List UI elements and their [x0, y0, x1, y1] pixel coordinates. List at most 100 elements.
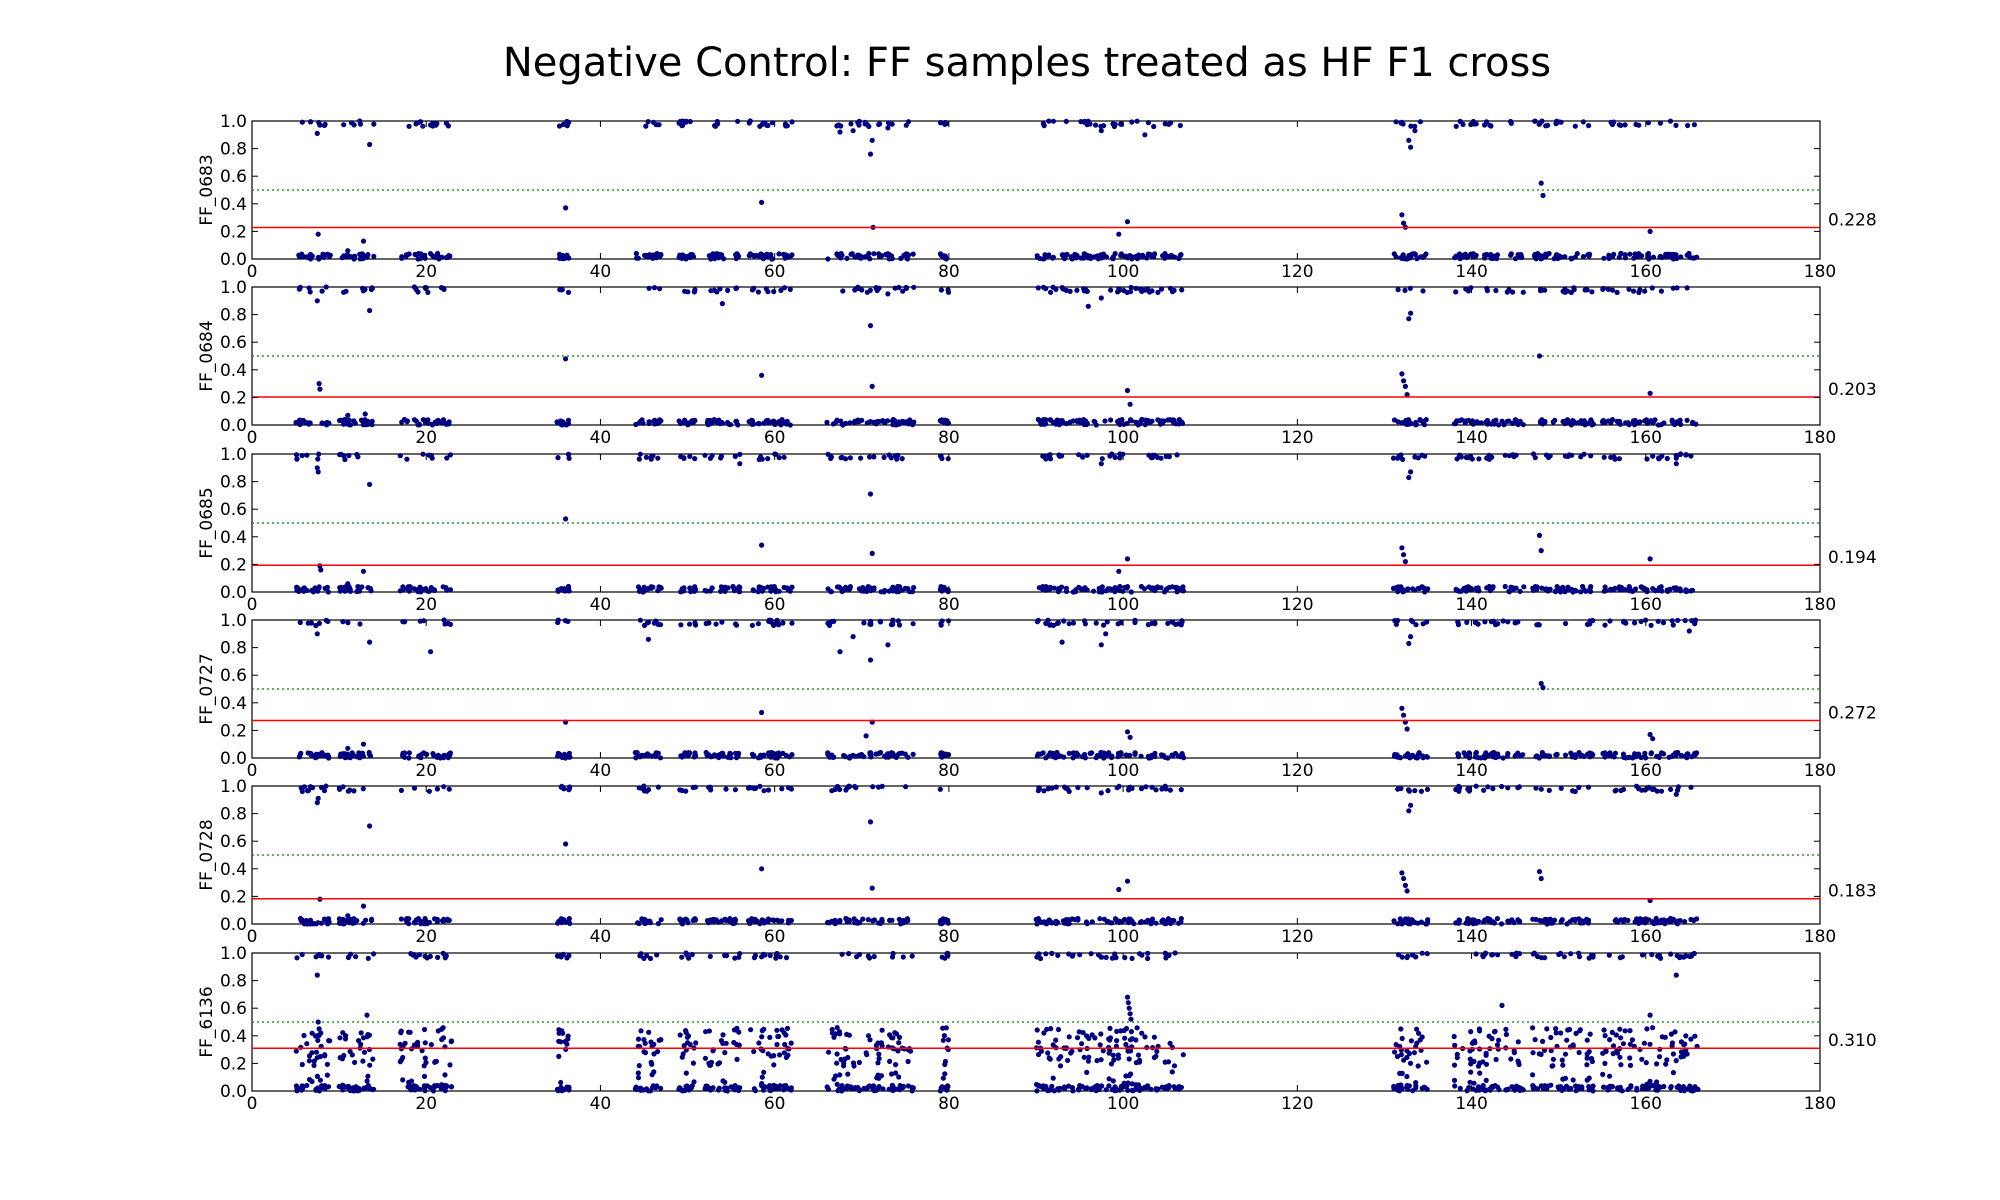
data-point — [1550, 1056, 1556, 1062]
data-point — [1515, 1059, 1522, 1065]
data-point — [446, 917, 452, 923]
data-point — [1576, 916, 1582, 922]
data-point — [1399, 1070, 1405, 1076]
data-point — [683, 1030, 689, 1036]
data-point — [1573, 1088, 1579, 1094]
data-point — [1040, 121, 1046, 127]
data-point — [718, 455, 724, 461]
data-point — [294, 955, 300, 961]
data-point — [1673, 972, 1679, 978]
data-point — [1045, 1088, 1051, 1094]
data-point — [309, 587, 315, 594]
data-point — [309, 1078, 315, 1085]
data-point — [1669, 1040, 1675, 1046]
data-point — [1547, 916, 1553, 922]
data-point — [1096, 585, 1102, 592]
data-point — [1481, 787, 1487, 793]
data-point — [1510, 289, 1516, 295]
data-point — [1620, 1041, 1626, 1047]
data-point — [1601, 1027, 1607, 1033]
data-point — [1395, 786, 1401, 792]
data-point — [1504, 289, 1510, 295]
data-point — [1666, 754, 1672, 760]
data-point — [1542, 916, 1548, 923]
data-point — [637, 953, 643, 959]
data-point — [1169, 752, 1175, 758]
data-point — [644, 788, 650, 794]
data-point — [1672, 750, 1679, 756]
data-point — [347, 755, 353, 761]
data-point — [635, 255, 642, 261]
data-point — [1618, 1062, 1624, 1068]
data-point — [319, 288, 325, 294]
data-point — [1539, 585, 1545, 591]
data-point — [1668, 915, 1674, 922]
data-point — [1681, 1050, 1687, 1056]
data-point — [1417, 119, 1423, 125]
data-point — [1625, 754, 1631, 761]
data-point — [430, 751, 436, 757]
data-point — [690, 1060, 697, 1066]
data-point — [326, 755, 332, 761]
data-point — [905, 1058, 911, 1065]
data-point — [1570, 1077, 1576, 1083]
data-point — [1639, 952, 1646, 958]
data-point — [1537, 288, 1544, 294]
data-point — [1546, 250, 1552, 257]
data-point — [1600, 1084, 1607, 1090]
data-point — [879, 1043, 885, 1049]
data-point — [1413, 755, 1419, 761]
data-point — [1123, 752, 1129, 758]
data-point — [337, 452, 343, 458]
data-point — [1408, 310, 1414, 316]
data-point — [1493, 1056, 1499, 1063]
data-point — [1134, 118, 1140, 124]
data-point — [655, 1049, 661, 1055]
data-point — [1487, 122, 1493, 128]
data-point — [347, 588, 354, 594]
data-point — [1562, 1075, 1569, 1081]
data-point — [343, 421, 349, 427]
data-point — [1129, 1081, 1135, 1087]
data-point — [1395, 287, 1401, 293]
data-point — [893, 1070, 899, 1076]
data-point — [1393, 1042, 1399, 1048]
data-point — [647, 955, 654, 962]
data-point — [1661, 1083, 1667, 1090]
data-point — [560, 587, 566, 593]
data-point — [765, 289, 771, 295]
data-point — [847, 586, 853, 592]
data-point — [1494, 1042, 1501, 1048]
data-point — [316, 1026, 322, 1032]
data-point — [1511, 1050, 1517, 1056]
data-point — [1415, 585, 1421, 592]
data-point — [1406, 316, 1412, 322]
data-point — [1177, 122, 1183, 129]
data-point — [1399, 1035, 1405, 1042]
data-point — [691, 1079, 697, 1085]
data-point — [1063, 785, 1069, 791]
y-tick-label: 0.8 — [220, 972, 247, 992]
data-point — [558, 1079, 564, 1086]
data-point — [1400, 252, 1406, 258]
data-point — [1513, 950, 1520, 956]
data-point — [1541, 1047, 1548, 1053]
data-point — [863, 733, 869, 739]
data-point — [839, 951, 845, 957]
data-point — [1124, 585, 1130, 591]
data-point — [1570, 1042, 1576, 1048]
data-point — [1123, 1041, 1129, 1048]
data-point — [896, 284, 902, 291]
data-point — [871, 1088, 877, 1094]
data-point — [1553, 1026, 1559, 1032]
data-point — [1504, 753, 1510, 759]
data-point — [1613, 1032, 1619, 1038]
data-point — [709, 585, 715, 591]
data-point — [1614, 289, 1620, 295]
data-point — [703, 1083, 709, 1089]
data-point — [1586, 751, 1592, 757]
data-point — [1496, 1037, 1502, 1043]
data-point — [709, 254, 715, 260]
data-point — [364, 1078, 370, 1084]
